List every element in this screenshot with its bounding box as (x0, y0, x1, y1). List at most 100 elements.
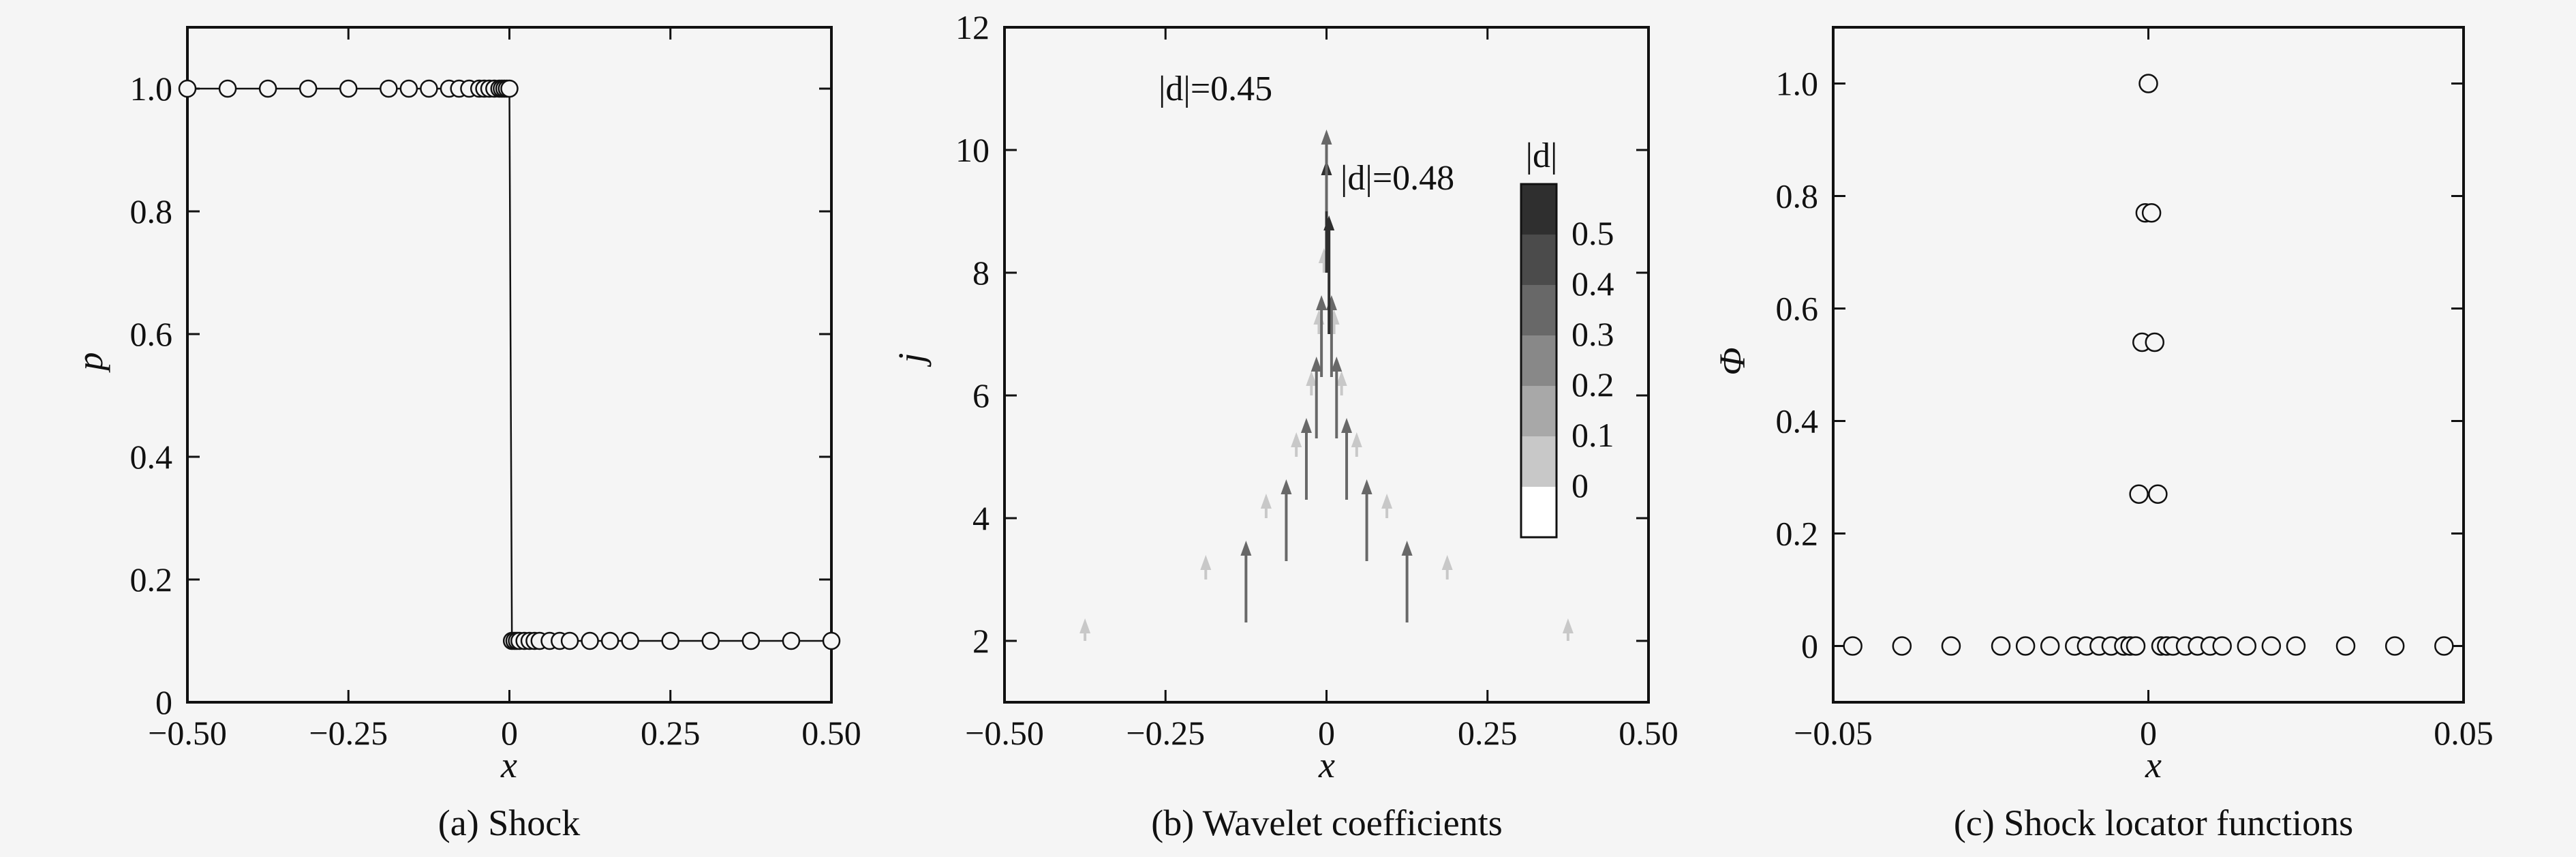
a-ytick-label: 1.0 (130, 70, 173, 108)
data-point (2286, 636, 2306, 656)
b-xtick-label: −0.25 (1126, 714, 1205, 752)
wavelet-arrow-head (1562, 618, 1574, 633)
data-point (420, 79, 438, 98)
a-ytick-label: 0 (155, 683, 172, 721)
data-point (298, 79, 318, 98)
annotation-d045: |d|=0.45 (1159, 70, 1272, 108)
colorbar-band (1521, 335, 1557, 387)
wavelet-arrow-head (1401, 541, 1413, 556)
data-point (741, 631, 761, 650)
wavelet-arrow-head (1331, 357, 1343, 372)
data-point (218, 79, 237, 98)
colorbar-band (1521, 235, 1557, 286)
colorbar-band (1521, 285, 1557, 336)
data-point (560, 631, 579, 650)
data-point (380, 79, 398, 98)
colorbar-tick-label: 0.5 (1571, 214, 1614, 252)
data-point (2015, 636, 2036, 656)
b-xtick-label: 0.25 (1458, 714, 1518, 752)
data-point (2237, 636, 2257, 656)
data-point (2434, 636, 2454, 656)
wavelet-arrow-head (1351, 432, 1362, 447)
b-ytick-label: 6 (972, 376, 990, 415)
data-point (1892, 636, 1912, 656)
a-xtick-label: 0.50 (801, 714, 861, 752)
xlabel-c: x (2145, 745, 2162, 785)
annotation-d048: |d|=0.48 (1340, 159, 1454, 198)
wavelet-arrow-head (1200, 555, 1212, 570)
wavelet-arrow-head (1441, 555, 1453, 570)
data-point (2212, 636, 2232, 656)
c-ytick-label: 0.6 (1776, 290, 1819, 328)
data-point (600, 631, 619, 650)
data-point (2040, 636, 2060, 656)
data-point (1941, 636, 1961, 656)
data-point (2335, 636, 2356, 656)
data-point (1991, 636, 2011, 656)
colorbar: 0.5 0.4 0.3 0.2 0.1 0 (1520, 183, 1614, 539)
c-ytick-label: 0.2 (1776, 515, 1819, 553)
wavelet-arrow-head (1361, 479, 1373, 494)
data-point (822, 631, 841, 650)
colorbar-tick-label: 0.4 (1571, 265, 1614, 303)
wavelet-arrow-head (1321, 130, 1332, 145)
c-xtick-label: 0 (2140, 714, 2157, 752)
wavelet-arrow-head (1381, 494, 1393, 509)
a-xtick-label: 0 (501, 714, 518, 752)
data-point (500, 79, 519, 98)
a-ytick-label: 0.4 (130, 438, 173, 476)
data-point (258, 79, 277, 98)
colorbar-tick-label: 0.2 (1571, 365, 1614, 404)
wavelet-arrow-head (1306, 371, 1317, 386)
wavelet-arrow-head (1079, 618, 1091, 633)
data-point (2138, 74, 2158, 93)
data-point (399, 79, 418, 98)
wavelet-arrows (1079, 130, 1574, 641)
wavelet-arrow-head (1260, 494, 1272, 509)
b-ytick-label: 2 (972, 622, 990, 660)
caption-c: (c) Shock locator functions (1954, 802, 2353, 843)
a-xtick-label: 0.25 (641, 714, 701, 752)
colorbar-frame (1520, 183, 1558, 539)
c-ytick-label: 0.8 (1776, 177, 1819, 215)
colorbar-tick-label: 0.3 (1571, 315, 1614, 353)
b-xtick-label: −0.50 (965, 714, 1044, 752)
data-point (782, 631, 801, 650)
wavelet-arrow-head (1281, 479, 1292, 494)
wavelet-arrow-head (1310, 357, 1322, 372)
caption-a: (a) Shock (438, 802, 580, 843)
ylabel-b: j (891, 352, 932, 367)
b-xtick-label: 0.50 (1619, 714, 1678, 752)
b-ytick-label: 8 (972, 254, 990, 292)
b-ytick-label: 10 (955, 131, 990, 169)
colorbar-title: |d| (1526, 136, 1558, 175)
c-ytick-label: 0.4 (1776, 402, 1819, 440)
series-a (178, 79, 841, 650)
series-c (1843, 74, 2454, 656)
a-ytick-label: 0.8 (130, 192, 173, 230)
data-point (661, 631, 679, 650)
colorbar-band (1521, 487, 1557, 538)
data-point (2385, 636, 2405, 656)
colorbar-band (1521, 386, 1557, 437)
data-point (2126, 636, 2146, 656)
axis-ticks-c: −0.05 0 0.05 0 0.2 0.4 0.6 0.8 1.0 (1776, 27, 2494, 752)
data-point (339, 79, 358, 98)
c-ytick-label: 1.0 (1776, 65, 1819, 103)
panel-locator: −0.05 0 0.05 0 0.2 0.4 0.6 0.8 1.0 x Φ (c) Shock… (1712, 26, 2494, 843)
xlabel-a: x (500, 745, 517, 785)
data-point (178, 79, 197, 98)
b-ytick-label: 4 (972, 499, 990, 537)
axis-ticks-a: −0.50 −0.25 0 0.25 0.50 0 0.2 0.4 0.6 0.8 1.0 (130, 27, 861, 752)
wavelet-arrow-head (1291, 432, 1302, 447)
wavelet-arrow-head (1316, 295, 1328, 310)
colorbar-tick-label: 0.1 (1571, 416, 1614, 454)
data-point (581, 631, 599, 650)
wavelet-arrow-head (1240, 541, 1252, 556)
a-ytick-label: 0.6 (130, 315, 173, 353)
data-point (701, 631, 720, 650)
ylabel-c: Φ (1712, 347, 1753, 375)
ylabel-a: p (70, 352, 110, 374)
